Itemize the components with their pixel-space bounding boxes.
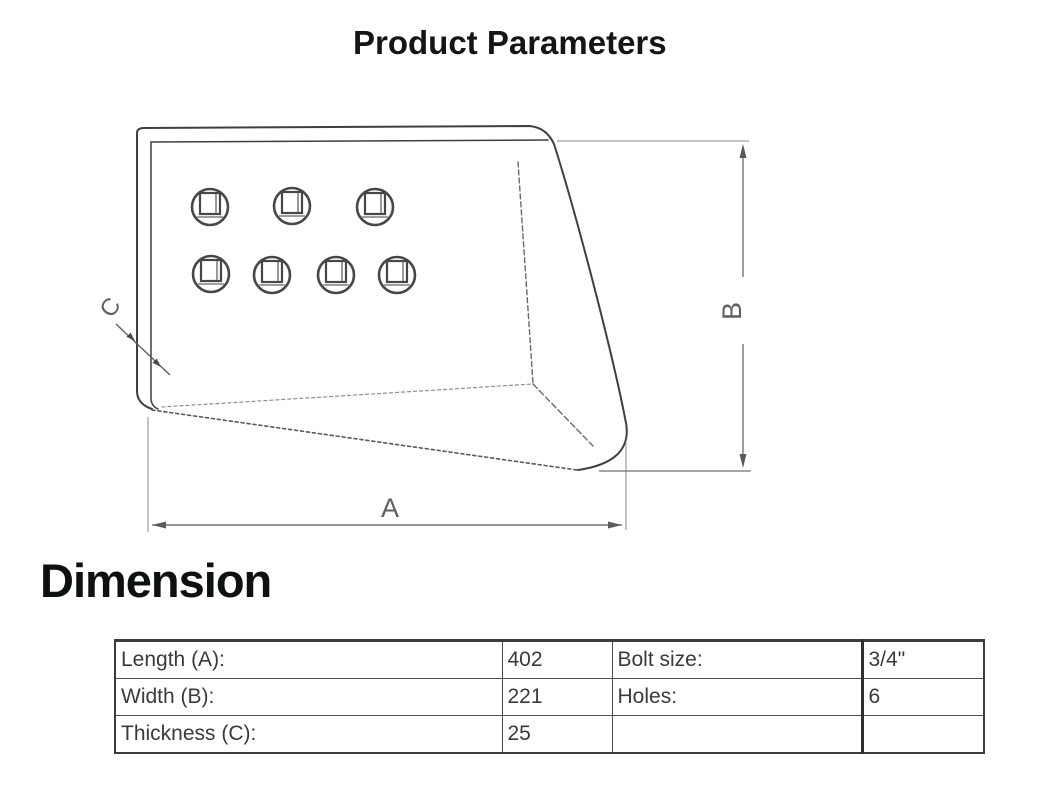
- spec-value-thickness: 25: [501, 715, 613, 754]
- table-row-length: Length (A): 402 Bolt size: 3/4": [114, 640, 985, 679]
- arrow-left-icon: [152, 521, 166, 529]
- spec-empty-cell: [611, 715, 863, 754]
- dimension-c-label: C: [95, 293, 127, 323]
- spec-empty-cell: [860, 715, 985, 754]
- part-outline: [136, 124, 628, 471]
- spec-label-holes: Holes:: [611, 678, 863, 716]
- inner-left-line: [150, 141, 159, 410]
- bottom-front-edge: [151, 409, 578, 471]
- bolt-holes: [190, 186, 417, 295]
- bolt-hole: [355, 187, 395, 227]
- bolt-hole: [191, 254, 231, 294]
- bolt-hole: [377, 255, 417, 295]
- spec-value-width: 221: [501, 678, 613, 716]
- outline-top-right-edge: [136, 124, 628, 471]
- inner-right-edge: [517, 161, 534, 384]
- fold-line: [161, 383, 534, 408]
- table-row-width: Width (B): 221 Holes: 6: [114, 678, 985, 716]
- outline-left-edge: [136, 132, 153, 410]
- arrow-leader-icon: [152, 358, 161, 367]
- spec-label-thickness: Thickness (C):: [114, 715, 503, 754]
- technical-drawing: A B C: [95, 124, 751, 532]
- section-heading: Dimension: [40, 554, 272, 607]
- dimension-c: C: [95, 293, 171, 376]
- dimension-b: B: [557, 140, 751, 472]
- bolt-hole: [272, 186, 312, 226]
- page-title: Product Parameters: [353, 24, 667, 61]
- spec-value-length: 402: [501, 640, 613, 679]
- dimension-table: Length (A): 402 Bolt size: 3/4" Width (B…: [114, 639, 985, 754]
- bolt-hole: [252, 255, 292, 295]
- technical-drawing-svg: A B C: [95, 124, 751, 532]
- spec-value-bolt-size: 3/4": [860, 640, 985, 679]
- arrow-right-icon: [608, 521, 622, 529]
- spec-value-holes: 6: [860, 678, 985, 716]
- arrow-leader-icon: [126, 332, 135, 341]
- inner-top-line: [150, 139, 549, 143]
- arrow-up-icon: [739, 144, 747, 158]
- inner-corner-edge: [532, 383, 594, 447]
- dimension-a: A: [147, 417, 627, 532]
- spec-label-width: Width (B):: [114, 678, 503, 716]
- arrow-down-icon: [739, 454, 747, 468]
- dimension-b-label: B: [717, 302, 747, 320]
- part-hidden-edges: [151, 161, 594, 471]
- table-row-thickness: Thickness (C): 25: [114, 715, 985, 754]
- spec-label-length: Length (A):: [114, 640, 503, 679]
- bolt-hole: [316, 255, 356, 295]
- spec-label-bolt-size: Bolt size:: [611, 640, 863, 679]
- dimension-a-label: A: [381, 493, 399, 523]
- bolt-hole: [190, 187, 230, 227]
